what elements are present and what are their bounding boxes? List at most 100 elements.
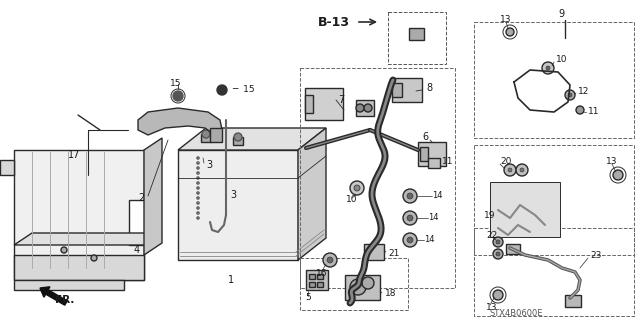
Text: STX4B0600E: STX4B0600E: [490, 308, 543, 317]
Circle shape: [91, 255, 97, 261]
Bar: [306, 270, 328, 290]
Circle shape: [403, 233, 417, 247]
Text: 2: 2: [138, 193, 144, 203]
Text: 15: 15: [170, 79, 182, 88]
Text: 21: 21: [388, 249, 399, 258]
Polygon shape: [14, 255, 144, 280]
Polygon shape: [178, 128, 326, 150]
Text: 13: 13: [606, 158, 618, 167]
Bar: [565, 295, 581, 307]
Text: 7: 7: [338, 95, 344, 105]
Text: 11: 11: [588, 108, 600, 116]
Circle shape: [196, 176, 200, 180]
Bar: [317, 282, 323, 287]
Polygon shape: [0, 160, 14, 175]
Bar: [345, 275, 380, 300]
Text: 22: 22: [486, 231, 497, 240]
Text: 17: 17: [68, 150, 81, 160]
Bar: [309, 274, 315, 279]
Text: 16: 16: [316, 269, 328, 278]
Text: 20: 20: [500, 158, 511, 167]
Bar: [300, 258, 408, 310]
Circle shape: [196, 206, 200, 210]
Polygon shape: [298, 128, 326, 260]
Circle shape: [234, 133, 242, 141]
Text: 3: 3: [206, 160, 212, 170]
Circle shape: [407, 193, 413, 199]
Circle shape: [493, 290, 503, 300]
Circle shape: [403, 189, 417, 203]
Bar: [201, 134, 211, 142]
Circle shape: [516, 164, 528, 176]
Polygon shape: [138, 108, 222, 135]
Circle shape: [493, 237, 503, 247]
Bar: [305, 88, 343, 120]
Bar: [474, 145, 634, 255]
Bar: [364, 244, 384, 260]
Circle shape: [196, 157, 200, 160]
Bar: [474, 22, 634, 138]
Circle shape: [520, 168, 524, 172]
Circle shape: [546, 66, 550, 70]
Circle shape: [496, 252, 500, 256]
Text: 6: 6: [422, 132, 428, 142]
Bar: [409, 28, 424, 40]
Text: 11: 11: [442, 158, 454, 167]
Bar: [356, 100, 374, 116]
Bar: [428, 158, 440, 168]
Bar: [474, 228, 634, 316]
Circle shape: [61, 247, 67, 253]
Bar: [506, 244, 520, 254]
Polygon shape: [14, 280, 124, 290]
Text: 9: 9: [558, 9, 564, 19]
Circle shape: [413, 32, 421, 40]
Text: FR.: FR.: [55, 295, 74, 305]
Circle shape: [407, 237, 413, 243]
Bar: [309, 282, 315, 287]
Circle shape: [196, 161, 200, 165]
Text: 3: 3: [230, 190, 236, 200]
Circle shape: [354, 185, 360, 191]
Text: 8: 8: [426, 83, 432, 93]
Bar: [300, 68, 455, 288]
Polygon shape: [14, 150, 144, 280]
Text: 5: 5: [305, 293, 311, 301]
Circle shape: [576, 106, 584, 114]
Circle shape: [196, 167, 200, 169]
Bar: [317, 274, 323, 279]
Text: B-13: B-13: [318, 16, 350, 28]
Circle shape: [364, 104, 372, 112]
Bar: [305, 95, 313, 113]
Circle shape: [323, 253, 337, 267]
Text: 4: 4: [134, 245, 140, 255]
Bar: [490, 182, 560, 237]
Circle shape: [362, 277, 374, 289]
Bar: [418, 142, 446, 166]
Text: 18: 18: [385, 290, 397, 299]
Circle shape: [196, 217, 200, 219]
Text: 23: 23: [590, 250, 602, 259]
Bar: [392, 78, 422, 102]
Circle shape: [565, 90, 575, 100]
Circle shape: [542, 62, 554, 74]
Circle shape: [196, 202, 200, 204]
Circle shape: [196, 211, 200, 214]
Circle shape: [508, 168, 512, 172]
Circle shape: [173, 91, 183, 101]
Bar: [420, 147, 428, 161]
Text: 13: 13: [486, 302, 497, 311]
Bar: [233, 137, 243, 145]
Circle shape: [356, 104, 364, 112]
Bar: [392, 83, 402, 97]
Text: 1: 1: [228, 275, 234, 285]
Circle shape: [506, 28, 514, 36]
Circle shape: [196, 182, 200, 184]
FancyArrow shape: [40, 287, 67, 305]
Polygon shape: [14, 233, 162, 245]
Circle shape: [217, 85, 227, 95]
Circle shape: [496, 240, 500, 244]
Bar: [388, 12, 446, 64]
Circle shape: [407, 215, 413, 221]
Text: 14: 14: [432, 191, 442, 201]
Circle shape: [350, 181, 364, 195]
